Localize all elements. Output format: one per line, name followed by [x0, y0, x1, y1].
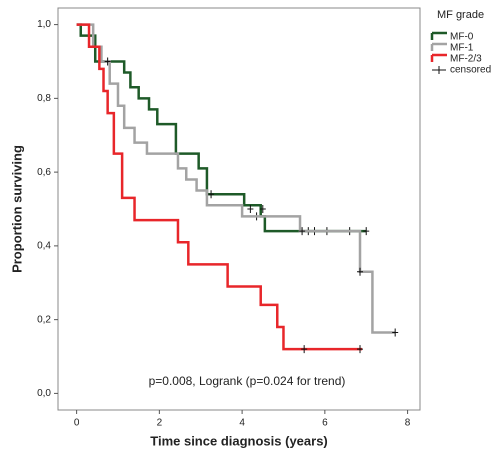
legend-label: censored	[450, 65, 491, 76]
censor-mark	[301, 345, 308, 354]
legend-swatch	[432, 66, 446, 74]
x-tick-label: 8	[405, 418, 411, 429]
censor-mark	[357, 345, 364, 354]
censor-mark	[259, 205, 266, 213]
legend-label: MF-2/3	[450, 54, 482, 65]
y-tick-label: 0,2	[37, 314, 51, 325]
x-tick-label: 0	[74, 418, 80, 429]
y-tick-label: 0,4	[37, 241, 51, 252]
y-tick-label: 0,0	[37, 388, 51, 399]
censor-mark	[247, 205, 254, 213]
plot-frame	[57, 7, 421, 411]
censor-mark	[357, 267, 364, 276]
censor-mark	[392, 328, 399, 337]
legend-label: MF-1	[450, 43, 474, 54]
y-tick-label: 0,8	[37, 93, 51, 104]
annotation: p=0.008, Logrank (p=0.024 for trend)	[149, 374, 346, 388]
y-tick-label: 1,0	[37, 19, 51, 30]
survival-curve	[76, 23, 396, 334]
censor-mark	[363, 227, 370, 236]
censor-mark	[299, 227, 306, 236]
legend-swatch	[430, 53, 447, 62]
x-tick-label: 6	[322, 418, 328, 429]
x-axis-label: Time since diagnosis (years)	[150, 433, 328, 448]
y-axis-label: Proportion surviving	[9, 145, 24, 273]
legend-swatch	[430, 31, 447, 40]
x-tick-label: 2	[157, 418, 163, 429]
x-tick-label: 4	[239, 418, 245, 429]
legend-swatch	[430, 42, 447, 51]
legend-title: MF grade	[437, 9, 484, 21]
censor-mark	[208, 190, 215, 199]
survival-curve	[76, 23, 363, 351]
censor-mark	[104, 57, 111, 66]
legend-label: MF-0	[450, 32, 474, 43]
y-tick-label: 0,6	[37, 167, 51, 178]
